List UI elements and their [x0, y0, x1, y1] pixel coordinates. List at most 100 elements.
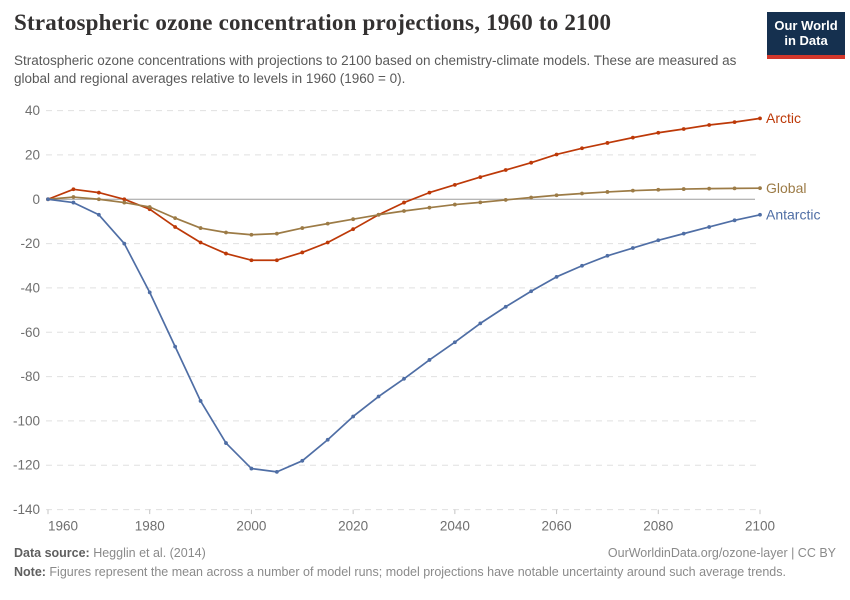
- series-point-antarctic: [758, 212, 762, 217]
- series-point-antarctic: [529, 289, 534, 294]
- series-end-label-antarctic: Antarctic: [766, 207, 820, 223]
- series-point-antarctic: [122, 241, 127, 246]
- page-title: Stratospheric ozone concentration projec…: [14, 10, 612, 35]
- series-point-arctic: [427, 190, 432, 195]
- x-axis-tick-label: 2000: [236, 519, 266, 534]
- series-point-global: [529, 195, 534, 200]
- series-point-arctic: [198, 240, 203, 245]
- series-point-arctic: [452, 182, 457, 187]
- series-point-arctic: [605, 141, 610, 145]
- series-point-arctic: [173, 225, 178, 229]
- owid-logo[interactable]: Our World in Data: [767, 12, 845, 59]
- series-point-antarctic: [478, 321, 483, 326]
- series-point-antarctic: [554, 274, 559, 279]
- series-point-antarctic: [173, 344, 178, 349]
- note-label: Note:: [14, 565, 46, 579]
- series-point-antarctic: [707, 225, 712, 229]
- series-point-global: [707, 186, 712, 191]
- series-point-arctic: [402, 200, 406, 205]
- x-axis-tick-label: 2080: [643, 519, 673, 534]
- series-point-global: [300, 226, 305, 230]
- series-point-arctic: [656, 130, 661, 135]
- y-axis-tick-label: 20: [25, 147, 40, 162]
- series-point-antarctic: [580, 263, 584, 268]
- series-point-arctic: [681, 127, 686, 131]
- series-point-antarctic: [656, 238, 661, 243]
- series-point-arctic: [122, 197, 127, 202]
- series-point-antarctic: [71, 200, 76, 205]
- series-point-arctic: [503, 168, 508, 172]
- series-point-arctic: [758, 116, 762, 121]
- series-point-antarctic: [198, 399, 203, 403]
- y-axis-tick-label: -140: [13, 502, 40, 517]
- series-point-global: [249, 232, 254, 237]
- chart-footer: Data source: Hegglin et al. (2014) OurWo…: [14, 546, 836, 579]
- x-axis-tick-label: 1960: [48, 519, 78, 534]
- y-axis-tick-label: 0: [32, 192, 40, 207]
- owid-link[interactable]: OurWorldinData.org/ozone-layer | CC BY: [607, 546, 836, 560]
- data-source-label: Data source:: [14, 546, 90, 560]
- series-point-antarctic: [630, 246, 635, 250]
- x-axis-tick-label: 2060: [542, 519, 572, 534]
- series-point-arctic: [732, 120, 737, 125]
- series-end-label-arctic: Arctic: [766, 110, 801, 126]
- y-axis-tick-label: -120: [13, 458, 40, 473]
- series-point-arctic: [554, 152, 559, 157]
- series-point-global: [681, 187, 686, 191]
- owid-logo-box: Our World in Data: [767, 12, 845, 55]
- series-point-global: [427, 205, 432, 210]
- series-point-antarctic: [427, 358, 432, 362]
- series-point-antarctic: [325, 437, 330, 442]
- series-point-antarctic: [605, 253, 610, 258]
- series-point-antarctic: [249, 466, 254, 471]
- x-axis-tick-label: 2040: [440, 519, 470, 534]
- series-point-arctic: [274, 258, 279, 263]
- page-subtitle: Stratospheric ozone concentrations with …: [14, 53, 737, 86]
- series-point-global: [503, 198, 508, 202]
- series-point-antarctic: [46, 197, 50, 202]
- series-point-global: [452, 202, 457, 207]
- series-point-global: [96, 197, 101, 202]
- series-line-antarctic: [47, 198, 761, 473]
- series-point-arctic: [707, 123, 712, 127]
- series-point-global: [71, 195, 76, 199]
- x-axis-tick-label: 2100: [745, 519, 775, 534]
- series-point-global: [605, 190, 610, 194]
- x-axis-tick-label: 2020: [338, 519, 368, 534]
- series-point-global: [224, 230, 228, 235]
- series-point-global: [147, 205, 152, 209]
- series-point-antarctic: [351, 414, 356, 419]
- series-point-antarctic: [147, 290, 152, 295]
- series-point-antarctic: [452, 340, 457, 345]
- data-source-value: Hegglin et al. (2014): [89, 546, 206, 560]
- series-point-arctic: [224, 251, 228, 256]
- series-point-global: [580, 191, 584, 196]
- data-source: Data source: Hegglin et al. (2014): [14, 546, 206, 560]
- series-point-global: [630, 188, 635, 193]
- series-point-arctic: [529, 160, 534, 165]
- series-point-global: [198, 226, 203, 230]
- series-point-global: [274, 231, 279, 236]
- series-point-antarctic: [300, 458, 305, 463]
- series-point-arctic: [478, 175, 483, 179]
- y-axis-tick-label: 40: [25, 103, 40, 118]
- series-point-global: [402, 209, 406, 213]
- series-point-arctic: [71, 187, 76, 192]
- owid-logo-line2: in Data: [784, 32, 828, 48]
- y-axis-tick-label: -60: [20, 325, 40, 340]
- y-axis-tick-label: -100: [13, 413, 40, 428]
- series-point-antarctic: [376, 394, 381, 399]
- series-point-antarctic: [503, 304, 508, 309]
- series-point-global: [376, 212, 381, 217]
- y-axis-tick-label: -20: [20, 236, 40, 251]
- y-axis-tick-label: -40: [20, 280, 40, 295]
- series-point-global: [758, 186, 762, 191]
- series-point-arctic: [96, 190, 101, 195]
- note-value: Figures represent the mean across a numb…: [45, 565, 786, 579]
- series-point-arctic: [325, 240, 330, 245]
- owid-logo-line1: Our World: [774, 18, 838, 33]
- series-point-antarctic: [402, 376, 406, 381]
- series-end-label-global: Global: [766, 180, 806, 196]
- series-point-arctic: [580, 146, 584, 151]
